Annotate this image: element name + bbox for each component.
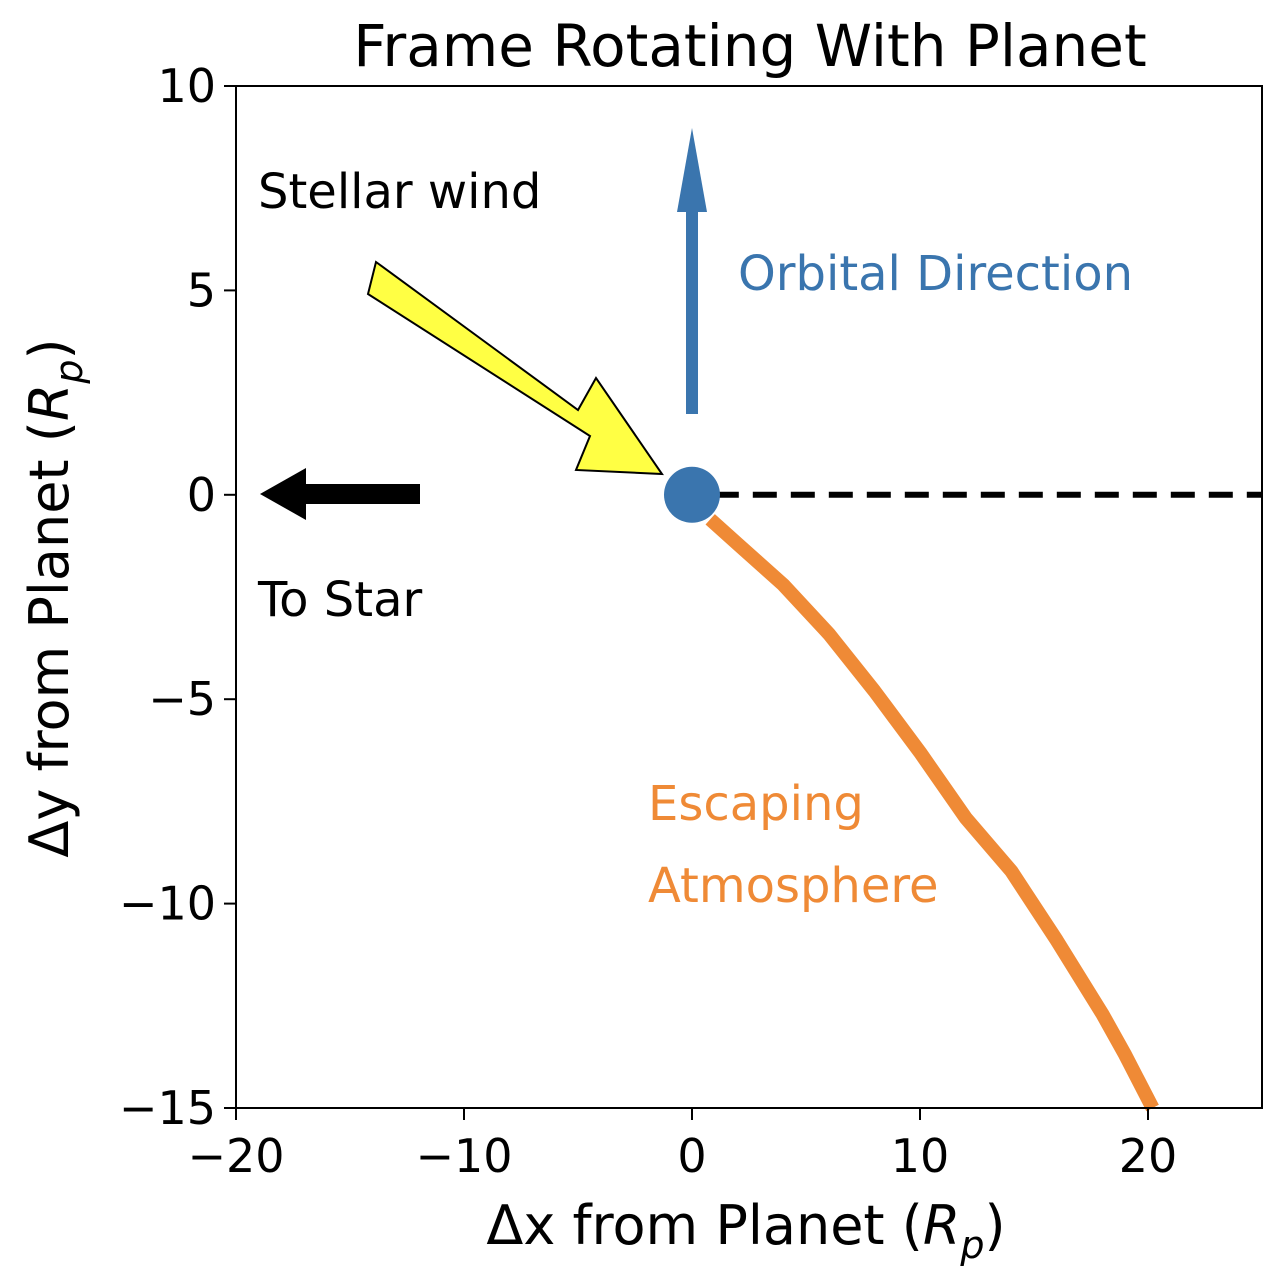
- y-tick-label: −5: [148, 672, 216, 726]
- plot-frame: [235, 85, 1263, 1109]
- escaping-atmosphere-label-line1: Escaping: [648, 776, 864, 832]
- y-axis-label: Δy from Planet (Rp): [18, 338, 91, 857]
- x-tick-label: 0: [677, 1129, 706, 1183]
- y-tick-label: −10: [119, 877, 216, 931]
- to-star-arrowhead: [260, 468, 306, 520]
- planet-marker: [664, 466, 720, 523]
- escaping-atmosphere-label-line2: Atmosphere: [648, 858, 939, 914]
- x-tick-label: 10: [891, 1129, 950, 1183]
- x-tick-label: 20: [1119, 1129, 1178, 1183]
- to-star-label: To Star: [257, 572, 422, 628]
- x-tick-label: −10: [415, 1129, 512, 1183]
- y-tick-label: −15: [119, 1081, 216, 1135]
- orbital-direction-arrowhead: [677, 128, 707, 212]
- orbital-direction-label: Orbital Direction: [738, 246, 1133, 302]
- stellar-wind-label: Stellar wind: [258, 164, 541, 220]
- chart-title: Frame Rotating With Planet: [353, 12, 1146, 80]
- y-tick-label: 0: [187, 468, 216, 522]
- y-tick-label: 10: [157, 59, 216, 113]
- x-tick-label: −20: [187, 1129, 284, 1183]
- y-tick-label: 5: [187, 263, 216, 317]
- escaping-atmosphere-curve: [705, 514, 1159, 1112]
- x-axis-label: Δx from Planet (Rp): [486, 1194, 1005, 1267]
- stellar-wind-arrow: [366, 260, 664, 476]
